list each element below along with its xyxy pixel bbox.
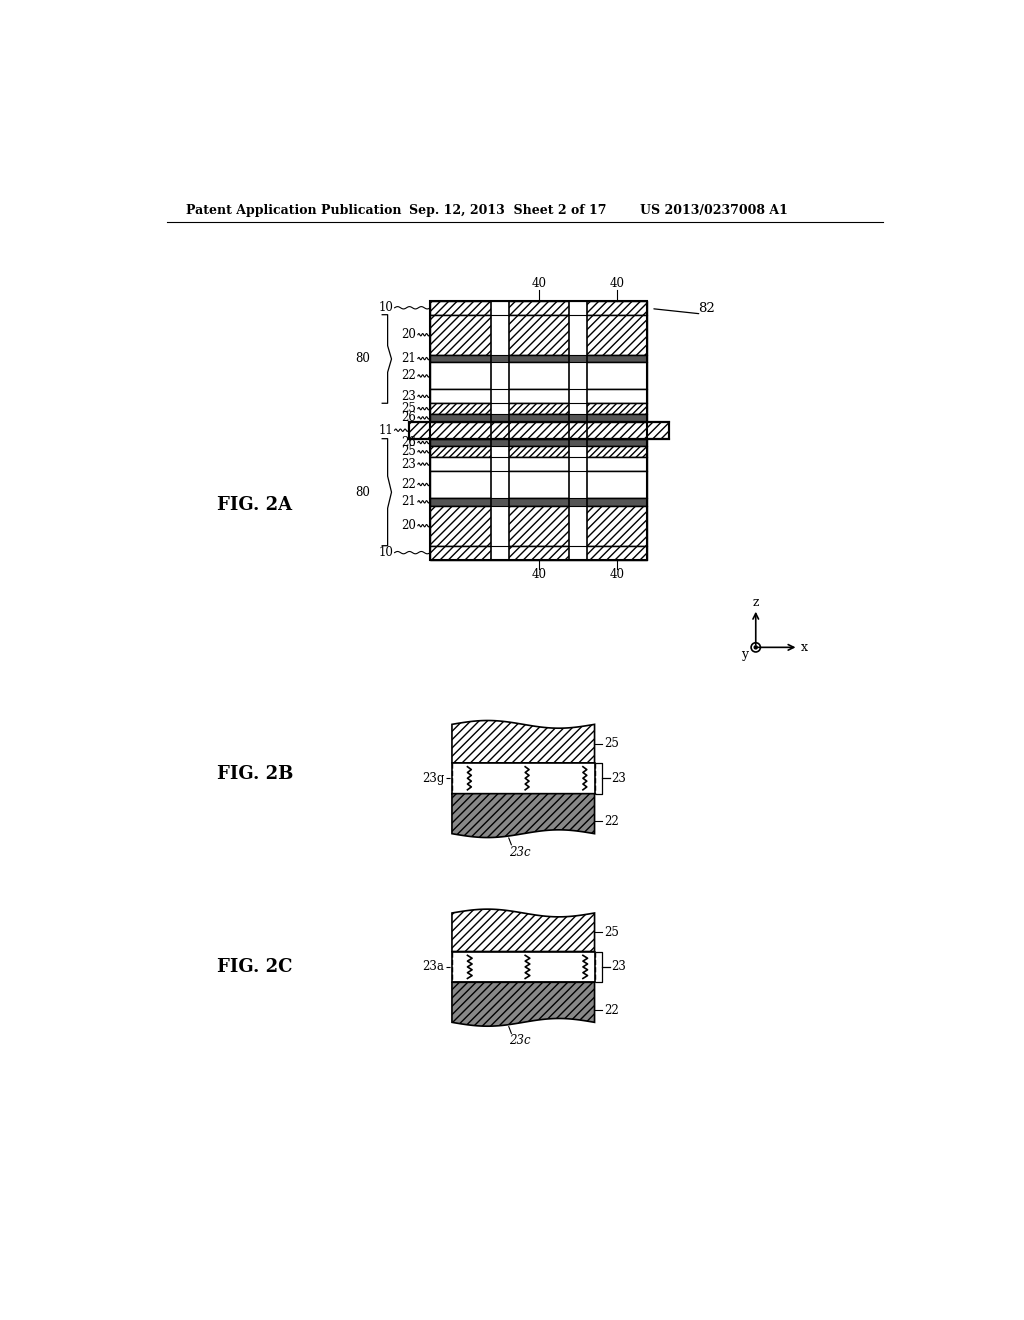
Bar	[430, 438, 647, 446]
Text: 23: 23	[401, 458, 417, 471]
Bar	[452, 763, 595, 793]
Text: 23: 23	[611, 961, 627, 973]
Bar	[452, 952, 595, 982]
Text: 20: 20	[401, 329, 417, 342]
Text: y: y	[741, 648, 749, 661]
Text: 22: 22	[401, 478, 417, 491]
Text: 22: 22	[401, 370, 417, 383]
Bar	[430, 506, 647, 545]
Text: 23g: 23g	[422, 772, 444, 785]
Bar	[430, 545, 647, 560]
Bar	[569, 404, 587, 414]
Text: FIG. 2C: FIG. 2C	[217, 958, 293, 975]
Bar	[430, 446, 647, 457]
Text: 21: 21	[401, 352, 417, 366]
Polygon shape	[452, 721, 595, 763]
Circle shape	[755, 645, 758, 649]
Text: 25: 25	[604, 737, 618, 750]
Text: 21: 21	[401, 495, 417, 508]
Bar	[430, 314, 647, 355]
Text: 25: 25	[401, 445, 417, 458]
Text: 23a: 23a	[422, 961, 444, 973]
Text: 22: 22	[604, 1003, 618, 1016]
Bar	[569, 438, 587, 446]
Text: Sep. 12, 2013  Sheet 2 of 17: Sep. 12, 2013 Sheet 2 of 17	[409, 205, 606, 218]
Bar	[569, 301, 587, 560]
Text: US 2013/0237008 A1: US 2013/0237008 A1	[640, 205, 787, 218]
Text: 40: 40	[609, 277, 625, 290]
Text: 40: 40	[609, 569, 625, 582]
Bar	[430, 389, 647, 404]
Text: 10: 10	[378, 546, 393, 560]
Polygon shape	[452, 909, 595, 952]
Bar	[490, 404, 509, 414]
Text: 22: 22	[604, 814, 618, 828]
Text: 11: 11	[378, 424, 393, 437]
Text: 25: 25	[401, 403, 417, 416]
Text: 23: 23	[611, 772, 627, 785]
Text: 23c: 23c	[509, 1035, 530, 1047]
Text: 20: 20	[401, 519, 417, 532]
Bar	[430, 414, 647, 422]
Text: 80: 80	[355, 486, 370, 499]
Bar	[409, 422, 669, 438]
Bar	[490, 446, 509, 457]
Text: 25: 25	[604, 925, 618, 939]
Text: 10: 10	[378, 301, 393, 314]
Text: 40: 40	[531, 569, 546, 582]
Bar	[430, 363, 647, 389]
Bar	[430, 301, 647, 560]
Text: FIG. 2B: FIG. 2B	[217, 766, 294, 783]
Text: Patent Application Publication: Patent Application Publication	[186, 205, 401, 218]
Bar	[409, 422, 669, 438]
Bar	[569, 498, 587, 506]
Bar	[430, 355, 647, 363]
Polygon shape	[452, 982, 595, 1026]
Text: 26: 26	[401, 412, 417, 425]
Bar	[569, 446, 587, 457]
Bar	[430, 457, 647, 471]
Text: x: x	[801, 640, 808, 653]
Text: 26: 26	[401, 436, 417, 449]
Bar	[490, 438, 509, 446]
Bar	[430, 471, 647, 498]
Bar	[430, 301, 647, 314]
Bar	[569, 414, 587, 422]
Bar	[490, 498, 509, 506]
Text: 40: 40	[531, 277, 546, 290]
Text: 80: 80	[355, 352, 370, 366]
Polygon shape	[452, 793, 595, 837]
Text: 23c: 23c	[509, 846, 530, 859]
Bar	[569, 355, 587, 363]
Text: 23: 23	[401, 389, 417, 403]
Bar	[490, 414, 509, 422]
Bar	[430, 498, 647, 506]
Text: FIG. 2A: FIG. 2A	[217, 496, 292, 513]
Bar	[490, 301, 509, 560]
Text: 82: 82	[698, 302, 715, 315]
Bar	[490, 355, 509, 363]
Bar	[430, 404, 647, 414]
Text: z: z	[753, 597, 759, 610]
